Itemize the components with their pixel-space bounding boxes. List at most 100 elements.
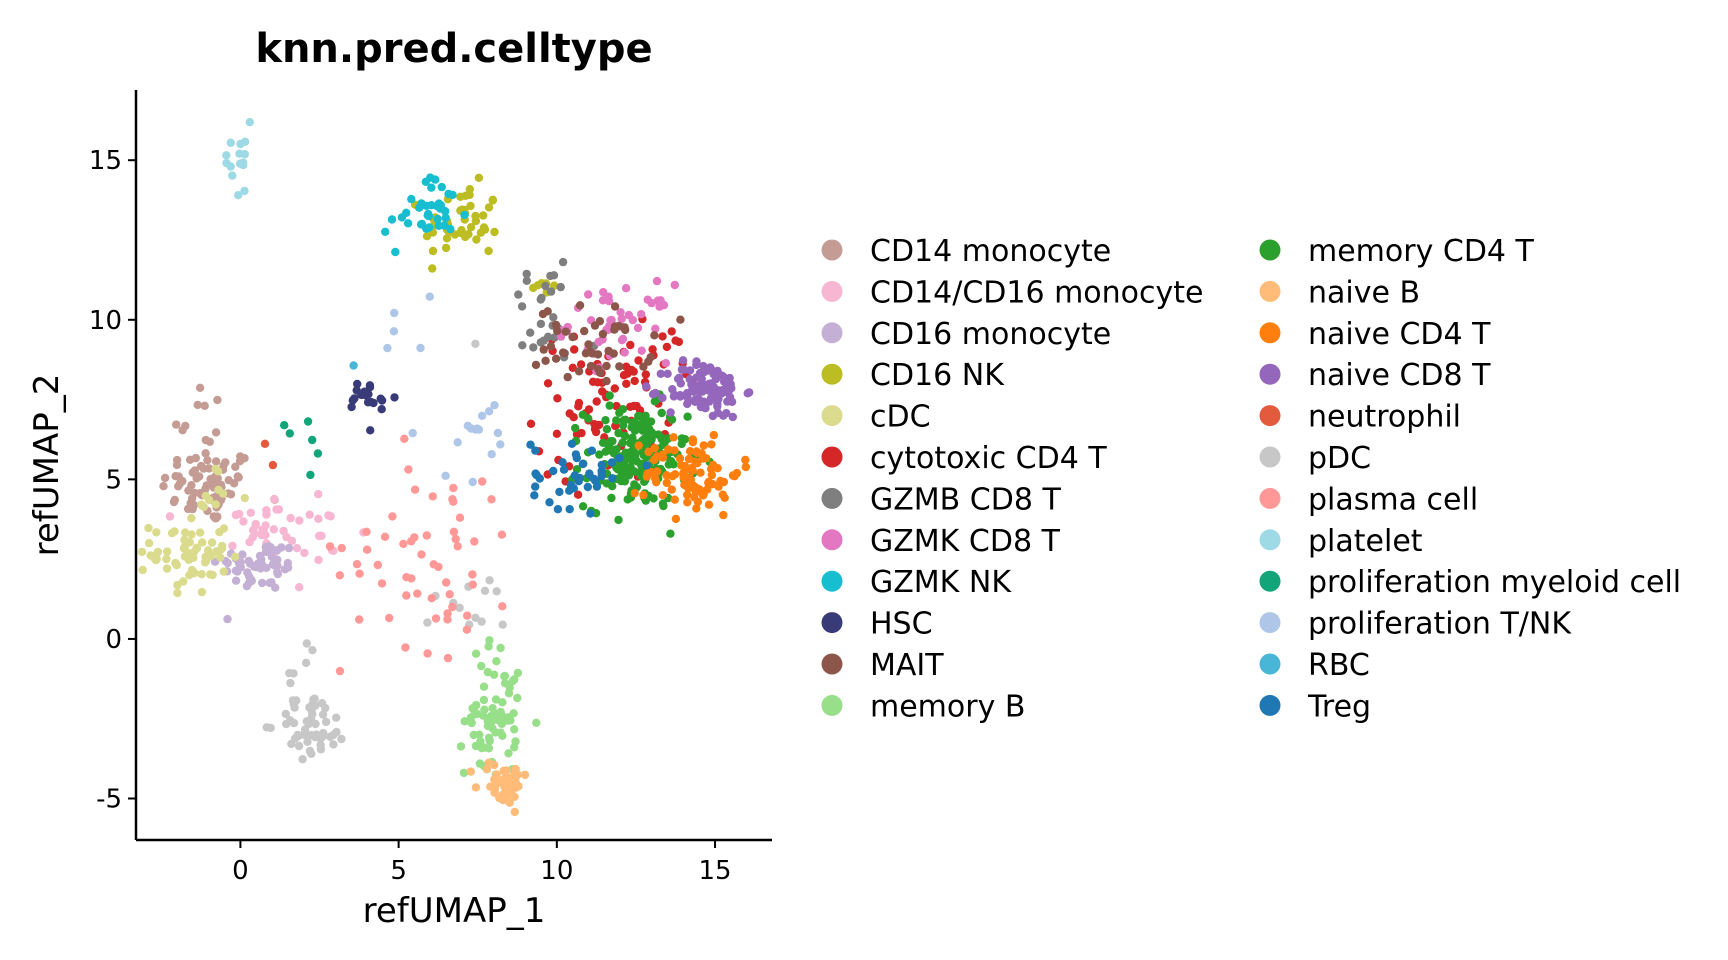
data-point xyxy=(281,709,290,719)
data-point xyxy=(663,369,672,378)
data-point xyxy=(658,393,667,403)
data-point xyxy=(553,394,562,403)
data-point xyxy=(352,560,362,569)
data-point xyxy=(228,541,237,551)
data-point xyxy=(513,668,523,678)
data-point xyxy=(200,401,209,410)
data-point xyxy=(211,514,220,523)
data-point xyxy=(650,443,659,453)
data-point xyxy=(691,487,701,497)
data-point xyxy=(172,420,181,429)
data-point xyxy=(295,583,304,592)
data-point xyxy=(469,730,478,740)
data-point xyxy=(686,475,696,485)
data-point xyxy=(151,555,160,564)
data-point xyxy=(620,348,629,357)
data-point xyxy=(719,372,728,381)
data-point xyxy=(716,386,726,395)
data-point xyxy=(536,338,545,347)
data-point xyxy=(620,477,630,486)
data-point xyxy=(619,416,628,425)
data-point xyxy=(496,643,505,653)
legend-item: Treg xyxy=(1259,689,1371,724)
data-point xyxy=(551,354,561,363)
data-point xyxy=(258,578,267,588)
data-point xyxy=(390,393,399,402)
data-point xyxy=(279,526,288,536)
data-point xyxy=(574,402,583,411)
data-point xyxy=(692,504,701,513)
data-point xyxy=(277,543,286,552)
legend-item: CD14 monocyte xyxy=(821,234,1111,269)
data-point xyxy=(441,207,450,216)
data-point xyxy=(337,734,346,744)
data-point xyxy=(306,470,315,480)
data-point xyxy=(530,491,539,500)
data-point xyxy=(173,580,182,590)
data-point xyxy=(642,461,651,470)
data-point xyxy=(314,514,323,523)
data-point xyxy=(701,404,710,413)
data-point xyxy=(471,339,480,348)
data-point xyxy=(262,510,271,519)
data-point xyxy=(479,682,489,691)
data-point xyxy=(630,418,639,427)
data-point xyxy=(325,542,335,551)
data-point xyxy=(488,196,497,205)
legend-label: CD16 NK xyxy=(870,358,1005,393)
x-tick-label: 5 xyxy=(390,856,407,886)
data-point xyxy=(427,183,436,192)
data-point xyxy=(318,710,328,719)
data-point xyxy=(573,490,583,499)
legend-marker xyxy=(1259,612,1281,634)
data-point xyxy=(498,698,507,707)
data-point xyxy=(673,374,683,383)
data-point xyxy=(624,310,634,320)
data-point xyxy=(211,457,221,466)
data-point xyxy=(203,546,213,555)
data-point xyxy=(316,734,325,743)
data-point xyxy=(539,345,548,354)
data-point xyxy=(610,384,619,393)
data-point xyxy=(620,464,629,474)
data-point xyxy=(459,768,469,778)
data-point xyxy=(172,455,182,465)
data-point xyxy=(545,498,554,507)
data-point xyxy=(476,737,485,746)
legend-label: proliferation myeloid cell xyxy=(1308,565,1681,600)
data-point xyxy=(658,332,667,341)
legend-label: naive B xyxy=(1308,275,1420,310)
data-point xyxy=(167,528,177,538)
legend-marker xyxy=(1259,694,1281,716)
data-point xyxy=(423,618,432,627)
data-point xyxy=(337,543,346,553)
data-point xyxy=(490,775,499,784)
data-point xyxy=(490,786,499,795)
data-point xyxy=(480,743,489,752)
legend-label: cytotoxic CD4 T xyxy=(870,441,1107,476)
data-point xyxy=(676,315,685,324)
data-point xyxy=(303,417,313,426)
data-point xyxy=(195,383,205,392)
data-point xyxy=(485,576,494,585)
data-point xyxy=(477,411,487,420)
data-point xyxy=(510,807,519,817)
data-point xyxy=(305,510,314,519)
data-point xyxy=(676,461,686,470)
data-point xyxy=(335,666,345,676)
data-point xyxy=(238,158,248,167)
x-tick-label: 0 xyxy=(232,856,249,886)
data-point xyxy=(197,570,206,579)
data-point xyxy=(669,433,678,442)
data-point xyxy=(437,182,446,192)
legend-marker xyxy=(1259,446,1281,468)
data-point xyxy=(581,349,591,358)
data-point xyxy=(714,481,723,491)
data-point xyxy=(442,578,451,587)
data-point xyxy=(559,465,569,474)
data-point xyxy=(571,423,580,433)
data-point xyxy=(477,661,486,671)
data-point xyxy=(421,177,430,186)
data-point xyxy=(307,749,316,758)
data-point xyxy=(669,460,678,469)
